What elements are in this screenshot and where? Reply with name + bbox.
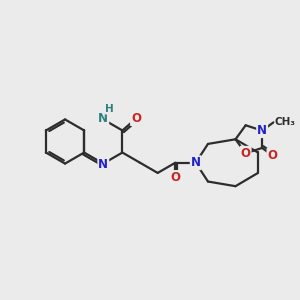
Text: N: N [257, 124, 267, 137]
Text: N: N [98, 158, 108, 172]
Text: O: O [131, 112, 141, 125]
Text: H: H [105, 104, 114, 114]
Text: O: O [267, 149, 278, 162]
Text: N: N [191, 156, 201, 169]
Text: CH₃: CH₃ [275, 117, 296, 127]
Text: N: N [98, 112, 108, 124]
Text: O: O [241, 147, 251, 160]
Text: O: O [170, 171, 180, 184]
